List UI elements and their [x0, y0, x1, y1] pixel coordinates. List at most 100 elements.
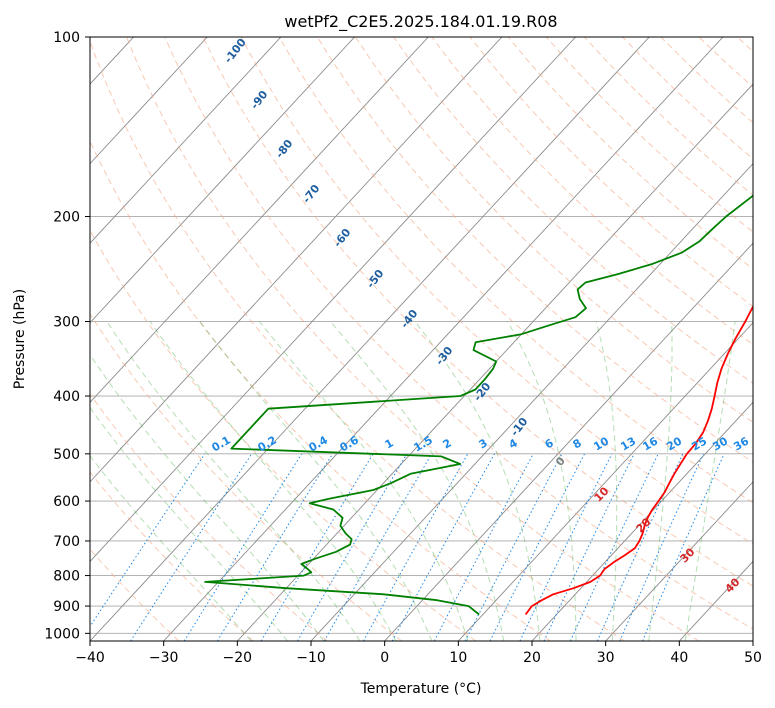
y-tick-label: 700	[53, 534, 80, 550]
mixing-ratio-label: 6	[543, 436, 556, 451]
isotherm--120	[0, 37, 60, 641]
grid-lines	[0, 37, 753, 641]
mixing-ratio-label: 8	[571, 436, 584, 451]
moist-adiabat	[90, 353, 325, 641]
y-tick-label: 900	[53, 599, 80, 615]
isotherm-10	[458, 322, 753, 641]
x-tick-label: 40	[670, 650, 688, 666]
profile-line-0	[524, 304, 753, 616]
mixing-ratio-label: 0.1	[210, 433, 233, 454]
dry-adiabat-label: -60	[331, 226, 354, 250]
moist-adiabats	[90, 321, 736, 641]
x-axis-title: Temperature (°C)	[360, 681, 482, 697]
y-tick-label: 500	[53, 447, 80, 463]
mixing-ratio-label: 36	[731, 434, 751, 453]
isotherm-30	[605, 481, 753, 641]
y-tick-label: 800	[53, 569, 80, 585]
mixing-ratio-line	[90, 453, 206, 628]
mixing-ratio-line	[519, 453, 613, 641]
x-axis: −40 −30 −20 −10 0 10 20 30 40 50	[75, 641, 762, 666]
moist-adiabat	[259, 321, 469, 641]
x-tick-label: −20	[223, 650, 253, 666]
dry-adiabat	[469, 37, 753, 308]
dry-adiabat	[393, 37, 753, 384]
dry-adiabat	[278, 37, 753, 504]
x-tick-label: −40	[75, 650, 105, 666]
chart-title: wetPf2_C2E5.2025.184.01.19.R08	[284, 12, 557, 32]
y-tick-label: 600	[53, 494, 80, 510]
moist-adiabat-label: 20	[634, 515, 654, 535]
x-tick-label: −30	[149, 650, 179, 666]
mixing-ratio-line	[323, 453, 433, 641]
y-axis: 100 200 300 400 500 600 700 800 900 1000	[44, 30, 90, 642]
x-tick-label: 10	[449, 650, 467, 666]
isotherm-0	[384, 242, 753, 641]
moist-adiabat	[149, 321, 397, 641]
mixing-ratio-line	[642, 453, 725, 641]
isotherm--20	[237, 83, 753, 641]
dry-adiabat	[545, 37, 753, 233]
isotherm-40	[679, 560, 753, 641]
dry-adiabat-label: -90	[248, 88, 271, 112]
x-tick-label: −10	[296, 650, 326, 666]
mixing-ratio-line	[543, 453, 635, 641]
y-axis-title: Pressure (hPa)	[12, 289, 28, 389]
dry-adiabat	[431, 37, 753, 346]
dry-adiabat	[90, 229, 477, 641]
dry-adiabat	[90, 471, 254, 641]
y-tick-label: 300	[53, 315, 80, 331]
isotherm-50	[752, 640, 753, 641]
x-tick-label: 30	[597, 650, 615, 666]
mixing-ratio-line	[619, 453, 704, 641]
y-tick-label: 100	[53, 30, 80, 46]
profile-lines	[204, 194, 753, 616]
moist-adiabat	[90, 406, 288, 641]
x-tick-label: 50	[744, 650, 762, 666]
mixing-ratio-label: 0.6	[338, 433, 362, 454]
isotherm--10	[310, 162, 753, 641]
mixing-ratio-line	[489, 453, 586, 641]
dry-adiabat	[90, 548, 180, 641]
dry-adiabat-label: -40	[398, 307, 421, 331]
mixing-ratio-line	[297, 453, 408, 641]
mixing-ratio-line	[216, 453, 333, 641]
mixing-ratio-label: 1	[383, 436, 396, 451]
x-tick-label: 0	[380, 650, 389, 666]
mixing-ratio-label: 25	[689, 435, 709, 454]
dry-adiabat	[622, 37, 753, 160]
mixing-ratio-line	[130, 453, 253, 641]
dry-adiabat	[698, 37, 753, 88]
moist-adiabat-label: 30	[678, 545, 698, 565]
mixing-ratio-label: 3	[477, 436, 490, 451]
mixing-ratio-label: 30	[710, 434, 730, 453]
moist-adiabat	[414, 321, 541, 641]
dry-adiabat-label: -80	[273, 137, 296, 161]
dry-adiabat	[126, 37, 700, 641]
dry-adiabat	[164, 37, 753, 630]
mixing-ratio-label: 10	[591, 434, 611, 453]
mixing-ratio-line	[183, 453, 303, 641]
moist-adiabat	[90, 455, 252, 641]
dry-adiabat	[202, 37, 753, 587]
dry-adiabat-label: -10	[508, 415, 531, 439]
isopleth-labels: -100-90-80-70-60-50-40-30-20-100.1 0.2 0.4…	[210, 37, 752, 596]
mixing-ratio-line	[596, 453, 684, 641]
moist-adiabat	[106, 321, 361, 641]
mixing-ratio-line	[569, 453, 659, 641]
moist-adiabat	[199, 321, 433, 641]
isotherm--60	[90, 37, 503, 483]
isotherm--80	[90, 37, 355, 324]
plot-frame	[89, 36, 754, 642]
x-tick-label: 20	[523, 650, 541, 666]
dry-adiabat	[584, 37, 753, 196]
dry-adiabat	[316, 37, 753, 463]
mixing-ratio-line	[362, 453, 469, 641]
dry-adiabat	[90, 39, 625, 641]
isotherm--90	[90, 37, 282, 244]
dry-adiabat-label: -20	[471, 380, 494, 404]
moist-adiabat	[595, 321, 618, 641]
mixing-ratio-label: 0.2	[256, 433, 279, 454]
moist-adiabat	[648, 321, 673, 641]
dry-adiabat	[736, 37, 753, 53]
